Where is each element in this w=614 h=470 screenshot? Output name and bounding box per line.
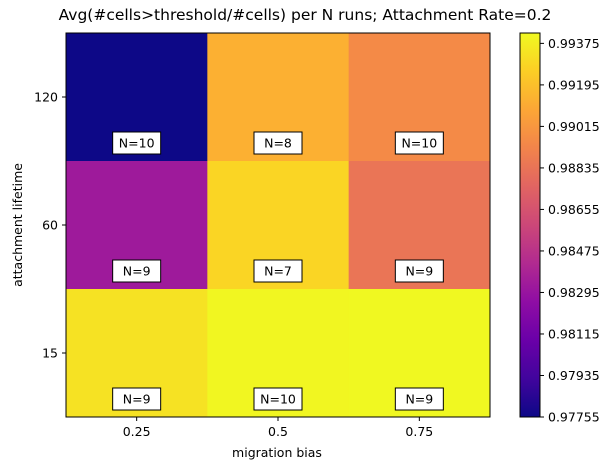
- colorbar: 0.99375 0.99195 0.99015 0.98835 0.98655 0.984…: [519, 32, 600, 425]
- cell-label: N=9: [405, 392, 433, 407]
- colorbar-tick-label: 0.98295: [548, 285, 600, 300]
- heatmap-cells: N=10 N=8 N=10 N=9 N=7 N=9 N=9 N=10 N=9: [66, 33, 491, 418]
- x-tick-label: 0.5: [268, 424, 288, 439]
- x-tick-label: 0.25: [123, 424, 151, 439]
- cell-label-box: [112, 259, 162, 283]
- chart-title: Avg(#cells>threshold/#cells) per N runs;…: [59, 6, 552, 24]
- colorbar-tick-label: 0.98475: [548, 243, 600, 258]
- cell-label: N=9: [123, 392, 151, 407]
- colorbar-tick-label: 0.99375: [548, 36, 600, 51]
- cell-label: N=10: [119, 136, 155, 151]
- colorbar-gradient: [519, 32, 541, 418]
- cell-label-box: [394, 131, 444, 155]
- cell-label-box: [112, 131, 162, 155]
- cell-label-box: [253, 131, 303, 155]
- cell-label-box: [394, 387, 444, 411]
- colorbar-tick-label: 0.97755: [548, 410, 600, 425]
- y-tick-label: 120: [34, 90, 58, 105]
- cell-label: N=10: [260, 392, 296, 407]
- colorbar-tick-label: 0.98835: [548, 160, 600, 175]
- y-tick-label: 15: [42, 346, 58, 361]
- cell-label: N=7: [264, 264, 292, 279]
- cell-label-box: [112, 387, 162, 411]
- cell-label: N=8: [264, 136, 292, 151]
- colorbar-tick-label: 0.99015: [548, 119, 600, 134]
- colorbar-tick-label: 0.98655: [548, 202, 600, 217]
- x-tick-label: 0.75: [405, 424, 433, 439]
- x-axis-label: migration bias: [232, 445, 322, 460]
- cell-label-box: [394, 259, 444, 283]
- cell-label-box: [253, 387, 303, 411]
- cell-label: N=9: [123, 264, 151, 279]
- cell-label: N=9: [405, 264, 433, 279]
- colorbar-tick-label: 0.99195: [548, 77, 600, 92]
- cell-label: N=10: [401, 136, 437, 151]
- colorbar-tick-label: 0.98115: [548, 326, 600, 341]
- heatmap-axes: 0.25 0.5 0.75 120 60 15: [34, 32, 491, 439]
- cell-label-box: [253, 259, 303, 283]
- y-tick-label: 60: [42, 218, 58, 233]
- y-axis-label: attachment lifetime: [10, 163, 25, 287]
- colorbar-tick-label: 0.97935: [548, 368, 600, 383]
